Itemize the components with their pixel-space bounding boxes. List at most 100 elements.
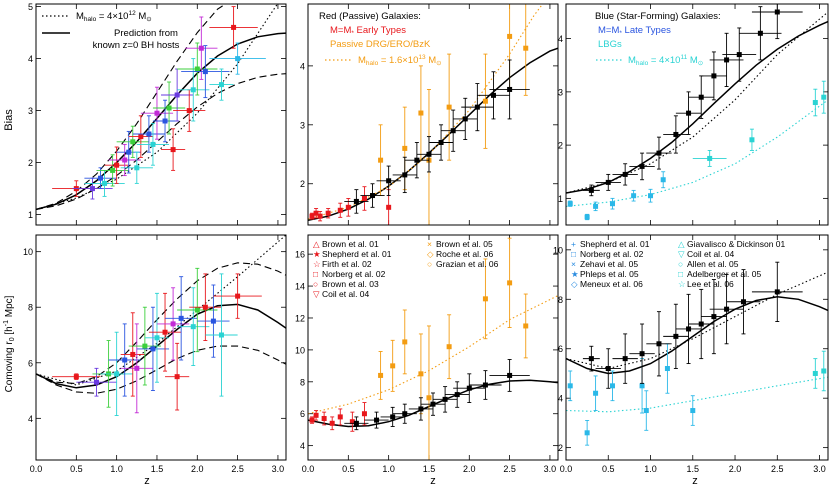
data-point <box>361 411 367 417</box>
data-point <box>698 321 704 327</box>
series-dotted-line <box>566 99 828 207</box>
x-tick-label: 0.5 <box>602 464 615 474</box>
reference-label: Brown et al. 03 <box>322 279 379 289</box>
data-point <box>390 414 396 420</box>
data-point <box>402 411 408 417</box>
legend-mhalo-text: Mhalo = 4×1012 M⊙ <box>76 10 152 23</box>
data-point <box>584 430 590 436</box>
data-point <box>154 335 160 341</box>
series-dotted-line <box>36 235 286 386</box>
x-tick-label: 1.5 <box>423 464 436 474</box>
data-point <box>490 92 496 98</box>
data-point <box>402 339 408 345</box>
legend-top-right: Blue (Star-Forming) Galaxies: M=M* Late … <box>595 11 721 67</box>
reference-label: Allen et al. 05 <box>687 259 739 269</box>
x-tick-label: 2.5 <box>771 464 784 474</box>
data-point <box>660 177 666 183</box>
x-tick-label: 1.5 <box>151 464 164 474</box>
reference-label: Zehavi et al. 05 <box>580 259 638 269</box>
data-point <box>93 379 99 385</box>
x-tick-label: 2.0 <box>463 464 476 474</box>
xlabel-right: z <box>692 475 698 487</box>
y-tick-label: 2 <box>300 179 305 189</box>
data-point <box>523 45 529 51</box>
y-tick-label: 10 <box>295 345 305 355</box>
y-tick-label: 3 <box>558 87 563 97</box>
data-point <box>462 116 468 122</box>
y-tick-label: 4 <box>28 414 33 424</box>
data-point <box>774 9 780 15</box>
y-tick-label: 4 <box>558 34 563 44</box>
reference-label: Coil et al. 04 <box>687 249 735 259</box>
data-point <box>609 201 615 207</box>
reference-symbol: ○ <box>313 279 318 289</box>
series-dotted-line <box>566 376 828 413</box>
data-point <box>190 87 196 93</box>
data-point <box>198 45 204 51</box>
data-point <box>194 307 200 313</box>
data-point <box>162 329 168 335</box>
data-point <box>821 368 827 374</box>
data-point <box>482 98 488 104</box>
reference-legend-red: △ Brown et al. 01★ Shepherd et al. 01☆ Firt… <box>313 239 499 299</box>
data-point <box>631 193 637 199</box>
data-point <box>321 416 327 422</box>
data-point <box>812 100 818 106</box>
legend-blue-late-types: M=M* Late Types <box>598 25 671 37</box>
reference-symbol: □ <box>678 269 683 279</box>
data-point <box>170 147 176 153</box>
data-point <box>442 396 448 402</box>
data-point <box>507 280 513 286</box>
panel-frame <box>35 3 287 226</box>
data-point <box>622 356 628 362</box>
data-point <box>648 193 654 199</box>
data-point <box>698 94 704 100</box>
reference-symbol: ◇ <box>571 279 578 289</box>
data-point <box>150 346 156 352</box>
y-tick-label: 8 <box>300 377 305 387</box>
data-point <box>370 193 376 199</box>
data-point <box>162 118 168 124</box>
panel-frame <box>565 234 829 461</box>
reference-label: Roche et al. 06 <box>436 249 493 259</box>
data-point <box>386 204 392 210</box>
data-point <box>426 151 432 157</box>
legend-top-left: Mhalo = 4×1012 M⊙ Prediction from known … <box>42 10 180 51</box>
panel-r0-red: 0.0 0.5 1.0 1.5 2.0 2.5 3.0 4 6 8 10 12 14 16 <box>295 234 559 474</box>
y-tick-label: 6 <box>558 344 563 354</box>
x-tick-label: 2.5 <box>503 464 516 474</box>
data-point <box>507 86 513 92</box>
data-point <box>711 73 717 79</box>
data-point <box>329 420 335 426</box>
x-tick-label: 1.0 <box>382 464 395 474</box>
reference-symbol: ★ <box>571 269 579 279</box>
x-tick-label: 0.0 <box>560 464 573 474</box>
data-point <box>821 94 827 100</box>
data-point <box>313 412 319 418</box>
data-point <box>110 167 116 173</box>
series-dashed-line <box>36 345 286 394</box>
reference-symbol: × <box>571 259 576 269</box>
legend-red-early-types: M=M* Early Types <box>330 25 406 37</box>
data-point <box>430 401 436 407</box>
y-tick-label: 4 <box>28 54 33 64</box>
data-point <box>134 365 140 371</box>
y-tick-label: 4 <box>558 394 563 404</box>
data-point <box>402 172 408 178</box>
data-point <box>353 420 359 426</box>
reference-label: Shepherd et al. 01 <box>322 249 392 259</box>
series-solid-line <box>566 296 828 375</box>
y-tick-label: 2 <box>558 141 563 151</box>
reference-label: Shepherd et al. 01 <box>580 239 650 249</box>
y-tick-label: 8 <box>28 303 33 313</box>
panel-frame <box>565 3 829 226</box>
series-dashed-line <box>36 73 286 210</box>
reference-label: Adelberger et al. 05 <box>687 269 761 279</box>
data-point <box>146 131 152 137</box>
data-point <box>414 157 420 163</box>
y-tick-label: 6 <box>28 358 33 368</box>
data-point <box>507 372 513 378</box>
data-point <box>673 131 679 137</box>
data-point <box>122 157 128 163</box>
y-tick-label: 3 <box>28 106 33 116</box>
